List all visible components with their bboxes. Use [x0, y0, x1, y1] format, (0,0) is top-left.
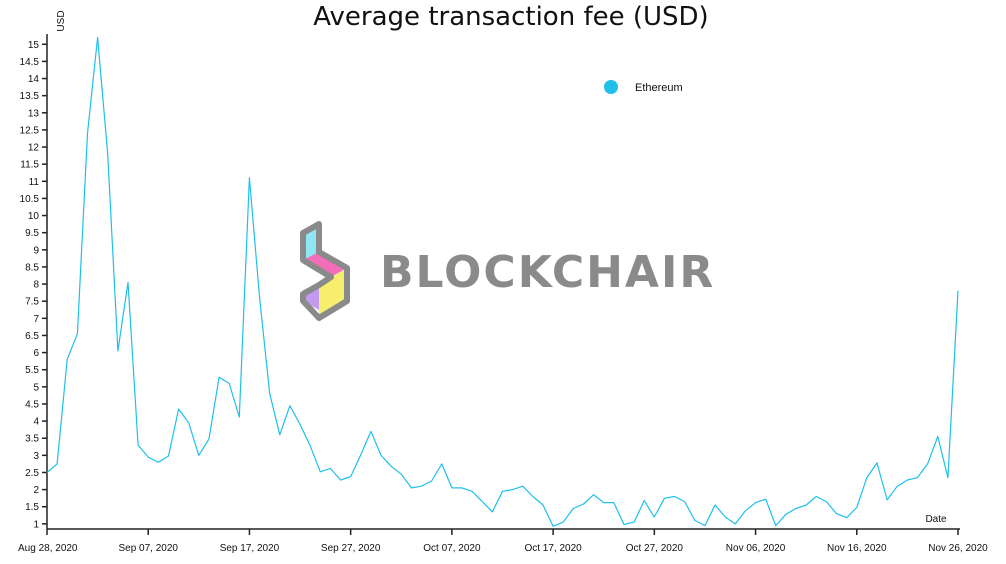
- series-line-ethereum: [46, 36, 959, 527]
- y-tick-label: 10: [28, 211, 40, 222]
- x-axis-ticks: Aug 28, 2020 Sep 07, 2020 Sep 17, 2020 Sep …: [18, 529, 988, 554]
- y-tick-label: 6.5: [25, 331, 39, 342]
- y-axis-ticks: 11.522.533.544.555.566.577.588.599.51010…: [20, 40, 47, 530]
- y-tick-label: 7.5: [25, 297, 39, 308]
- watermark-text: BLOCKCHAIR: [380, 247, 715, 298]
- y-tick-label: 13: [28, 108, 40, 119]
- x-tick-label: Sep 27, 2020: [321, 543, 381, 554]
- y-tick-label: 1: [33, 519, 39, 530]
- x-tick-label: Sep 07, 2020: [118, 543, 178, 554]
- x-tick-label: Nov 26, 2020: [928, 543, 988, 554]
- y-tick-label: 3.5: [25, 434, 39, 445]
- blockchair-logo-icon: [300, 221, 350, 321]
- y-tick-label: 4.5: [25, 399, 39, 410]
- y-tick-label: 8: [33, 280, 39, 291]
- y-tick-label: 9: [33, 245, 39, 256]
- y-tick-label: 7: [33, 314, 39, 325]
- y-tick-label: 1.5: [25, 502, 39, 513]
- legend-label-ethereum: Ethereum: [635, 82, 683, 94]
- y-tick-label: 14: [28, 74, 40, 85]
- x-tick-label: Aug 28, 2020: [18, 543, 78, 554]
- y-tick-label: 5: [33, 382, 39, 393]
- x-tick-label: Oct 17, 2020: [524, 543, 582, 554]
- y-tick-label: 10.5: [20, 194, 40, 205]
- y-tick-label: 15: [28, 40, 40, 51]
- x-tick-label: Nov 16, 2020: [827, 543, 887, 554]
- y-tick-label: 11.5: [20, 160, 39, 171]
- y-tick-label: 9.5: [25, 228, 39, 239]
- x-axis-label: Date: [925, 514, 947, 525]
- y-tick-label: 14.5: [20, 57, 40, 68]
- x-tick-label: Oct 07, 2020: [423, 543, 481, 554]
- y-tick-label: 11: [29, 177, 40, 188]
- y-tick-label: 4: [33, 417, 39, 428]
- y-axis-label: USD: [56, 10, 67, 31]
- y-tick-label: 5.5: [25, 365, 39, 376]
- x-tick-label: Oct 27, 2020: [626, 543, 684, 554]
- y-tick-label: 2.5: [25, 468, 39, 479]
- x-tick-label: Sep 17, 2020: [220, 543, 280, 554]
- y-tick-label: 3: [33, 451, 39, 462]
- chart-title: Average transaction fee (USD): [313, 2, 708, 32]
- legend-marker-ethereum: [604, 80, 618, 94]
- y-tick-label: 2: [33, 485, 39, 496]
- blockchair-watermark: BLOCKCHAIR: [300, 221, 715, 321]
- y-tick-label: 12: [28, 143, 40, 154]
- y-tick-label: 8.5: [25, 262, 39, 273]
- x-tick-label: Nov 06, 2020: [726, 543, 786, 554]
- y-tick-label: 12.5: [20, 125, 40, 136]
- legend: Ethereum: [604, 80, 683, 94]
- y-tick-label: 6: [33, 348, 39, 359]
- y-tick-label: 13.5: [20, 91, 40, 102]
